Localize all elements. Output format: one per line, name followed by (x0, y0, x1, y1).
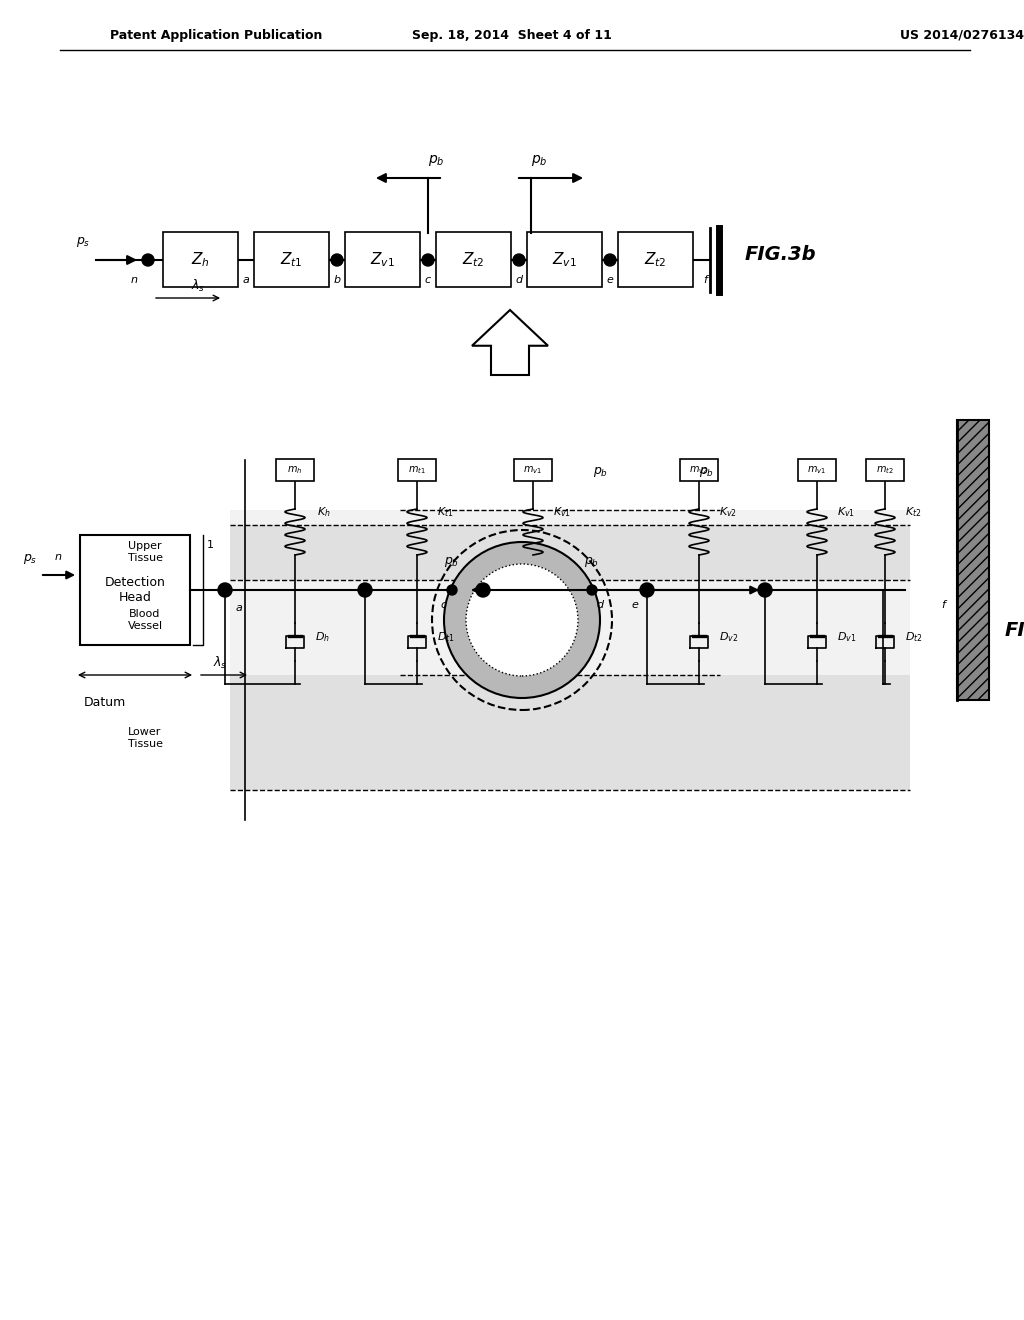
Text: Upper
Tissue: Upper Tissue (128, 541, 163, 562)
Text: $p_b$: $p_b$ (428, 153, 444, 168)
Bar (618, 232, 693, 286)
Bar (398, 459, 436, 480)
Text: FIG.3a: FIG.3a (1005, 620, 1024, 639)
Circle shape (587, 585, 597, 595)
Bar (866, 459, 904, 480)
Text: $Z_{v1}$: $Z_{v1}$ (552, 251, 577, 269)
Text: $D_{v2}$: $D_{v2}$ (719, 630, 738, 644)
Bar (163, 232, 238, 286)
Text: e: e (632, 601, 638, 610)
Circle shape (604, 253, 616, 267)
Text: $m_{v1}$: $m_{v1}$ (808, 465, 826, 477)
Text: Detection
Head: Detection Head (104, 576, 166, 605)
Circle shape (218, 583, 232, 597)
Text: $p_s$: $p_s$ (23, 552, 37, 566)
Circle shape (466, 564, 578, 676)
Text: $Z_{v1}$: $Z_{v1}$ (370, 251, 394, 269)
Bar (230, 675, 910, 789)
Text: $K_{v1}$: $K_{v1}$ (553, 506, 571, 519)
Text: $\lambda_s$: $\lambda_s$ (190, 279, 205, 294)
Text: c: c (441, 601, 447, 610)
Text: $Z_{t1}$: $Z_{t1}$ (280, 251, 302, 269)
Text: $D_h$: $D_h$ (315, 630, 330, 644)
Bar (230, 510, 910, 675)
Text: b: b (334, 275, 341, 285)
Bar (254, 232, 329, 286)
Circle shape (476, 583, 490, 597)
Text: $p_b$: $p_b$ (530, 153, 547, 168)
Text: $\lambda_s$: $\lambda_s$ (213, 655, 227, 671)
Text: US 2014/0276134 A1: US 2014/0276134 A1 (900, 29, 1024, 41)
Text: Blood
Vessel: Blood Vessel (127, 610, 163, 631)
Text: $m_{v1}$: $m_{v1}$ (523, 465, 543, 477)
Text: Datum: Datum (84, 697, 126, 710)
Text: $p_s$: $p_s$ (76, 235, 90, 249)
Text: Lower
Tissue: Lower Tissue (128, 727, 163, 748)
Text: $m_h$: $m_h$ (288, 465, 303, 477)
Text: $Z_{t2}$: $Z_{t2}$ (644, 251, 667, 269)
Text: n: n (54, 552, 61, 562)
Text: $m_{v2}$: $m_{v2}$ (689, 465, 709, 477)
Bar (957, 420, 989, 700)
Circle shape (758, 583, 772, 597)
Text: $K_h$: $K_h$ (317, 506, 331, 519)
Text: Patent Application Publication: Patent Application Publication (110, 29, 323, 41)
Text: $K_{t1}$: $K_{t1}$ (437, 506, 454, 519)
Bar (436, 232, 511, 286)
Text: $K_{t2}$: $K_{t2}$ (905, 506, 922, 519)
Circle shape (444, 543, 600, 698)
Text: $m_{t1}$: $m_{t1}$ (409, 465, 426, 477)
Bar (514, 459, 552, 480)
Text: $K_{v2}$: $K_{v2}$ (719, 506, 737, 519)
Text: $p_b$: $p_b$ (444, 554, 460, 569)
Text: $Z_h$: $Z_h$ (190, 251, 209, 269)
Circle shape (331, 253, 343, 267)
Text: d: d (515, 275, 522, 285)
Text: f: f (703, 275, 707, 285)
Text: $m_{t2}$: $m_{t2}$ (877, 465, 894, 477)
Circle shape (142, 253, 154, 267)
Text: $K_{v1}$: $K_{v1}$ (837, 506, 855, 519)
Text: d: d (596, 601, 603, 610)
Text: n: n (130, 275, 137, 285)
Text: e: e (606, 275, 613, 285)
Circle shape (422, 253, 434, 267)
Circle shape (447, 585, 457, 595)
Text: $Z_{t2}$: $Z_{t2}$ (462, 251, 484, 269)
Bar (80, 535, 190, 645)
Text: $D_{v1}$: $D_{v1}$ (553, 630, 572, 644)
Bar (230, 525, 910, 579)
Text: Sep. 18, 2014  Sheet 4 of 11: Sep. 18, 2014 Sheet 4 of 11 (412, 29, 612, 41)
Circle shape (358, 583, 372, 597)
Text: b: b (467, 603, 474, 612)
Text: a: a (236, 603, 243, 612)
Polygon shape (472, 310, 548, 375)
Circle shape (513, 253, 525, 267)
Text: $D_{t2}$: $D_{t2}$ (905, 630, 923, 644)
Bar (276, 459, 314, 480)
Text: $D_{t1}$: $D_{t1}$ (437, 630, 455, 644)
Text: $p_b$: $p_b$ (585, 554, 600, 569)
Text: f: f (941, 601, 945, 610)
Text: a: a (243, 275, 250, 285)
Text: c: c (425, 275, 431, 285)
Bar (798, 459, 836, 480)
Bar (680, 459, 718, 480)
Circle shape (640, 583, 654, 597)
Text: $p_b$: $p_b$ (699, 465, 715, 479)
Text: 1: 1 (207, 540, 214, 550)
Text: $D_{v1}$: $D_{v1}$ (837, 630, 856, 644)
Text: FIG.3b: FIG.3b (745, 246, 816, 264)
Text: $p_b$: $p_b$ (594, 465, 608, 479)
Bar (527, 232, 602, 286)
Bar (345, 232, 420, 286)
